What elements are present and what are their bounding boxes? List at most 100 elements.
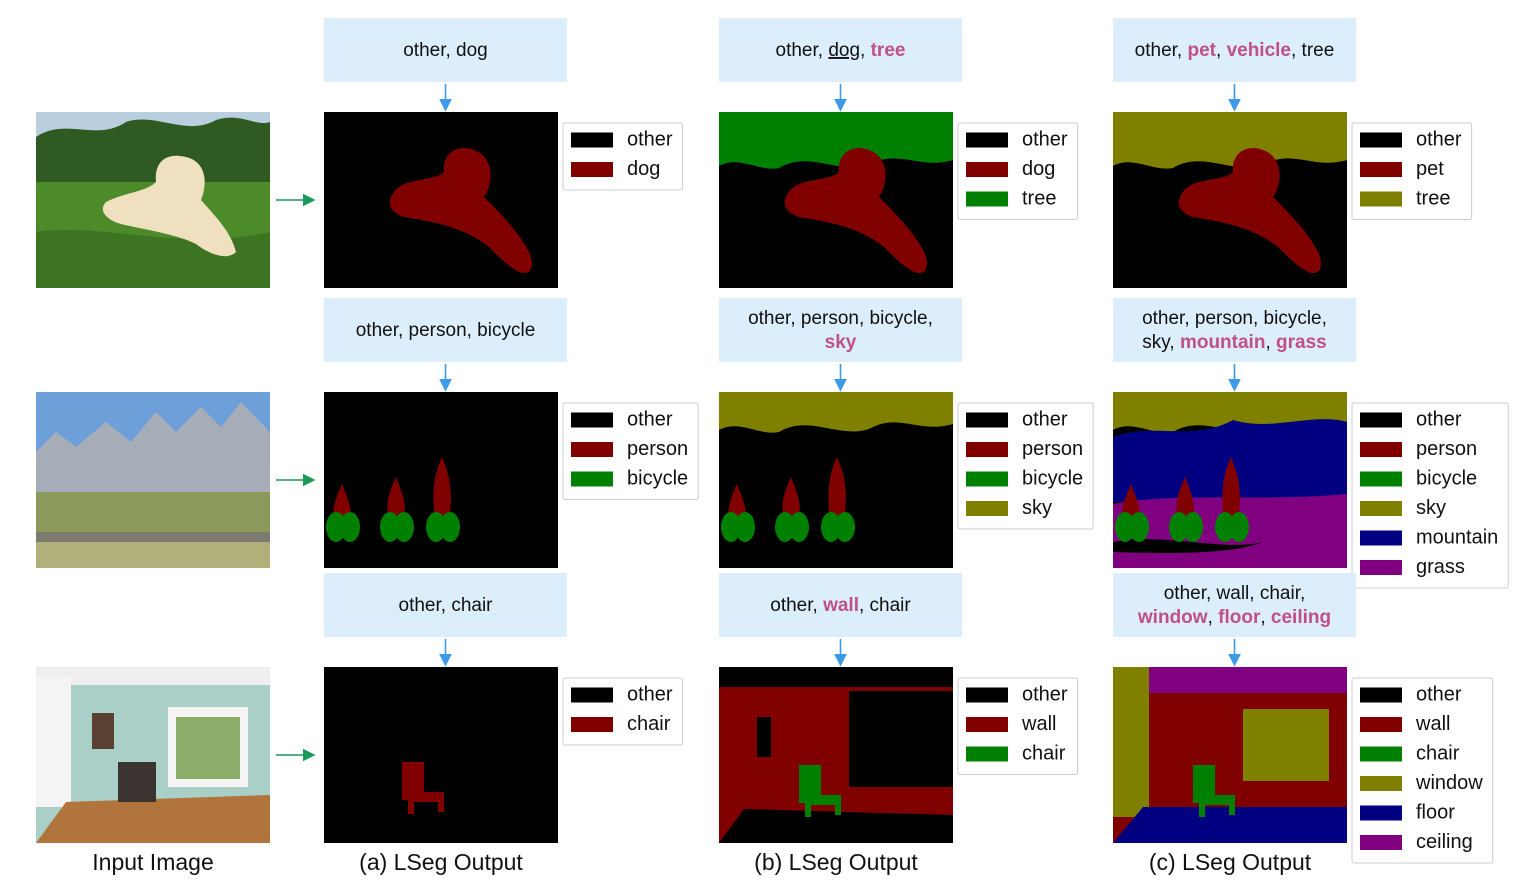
foreground <box>36 542 270 568</box>
legend-swatch <box>966 162 1008 177</box>
prompt-word: , <box>1265 332 1276 353</box>
chair-region <box>1193 765 1235 817</box>
legend-label: bicycle <box>627 467 688 489</box>
prompt-box <box>324 18 567 82</box>
segmentation-mask <box>1113 667 1347 843</box>
input-image <box>36 667 270 843</box>
person-region <box>1176 477 1194 520</box>
other-region <box>719 809 953 843</box>
prompt-word: dog <box>828 40 860 61</box>
prompt-box <box>324 298 567 362</box>
other-region <box>849 691 953 787</box>
other-region <box>719 667 953 687</box>
person-region <box>1122 484 1140 520</box>
legend-label: grass <box>1416 556 1465 578</box>
segmentation-mask <box>719 392 953 568</box>
prompt-box <box>719 18 962 82</box>
trees <box>36 117 270 192</box>
bicycle-region <box>735 512 755 542</box>
prompt-word: other, person, bicycle, <box>748 308 933 329</box>
painting <box>92 713 114 749</box>
prompt-word: grass <box>1276 332 1327 353</box>
prompt-text: other, dog, tree <box>776 40 906 61</box>
bicycle-region <box>394 512 414 542</box>
person-region <box>828 457 846 520</box>
prompt-word: sky, <box>1142 332 1180 353</box>
ceiling-region <box>1113 667 1347 693</box>
legend-swatch <box>571 132 613 148</box>
chair-region <box>799 765 841 817</box>
prompt-text: other, person, bicycle <box>356 320 536 341</box>
legend-swatch <box>1360 162 1402 177</box>
legend-box <box>957 402 1094 530</box>
segmentation-mask <box>719 667 953 843</box>
prompt-word: other, <box>1135 40 1188 61</box>
prompt-word: , <box>1208 607 1219 628</box>
column-caption: (b) LSeg Output <box>754 849 918 875</box>
legend-swatch <box>571 412 613 428</box>
chair-region <box>402 762 444 814</box>
legend-label: mountain <box>1416 526 1498 548</box>
prompt-word: other, wall, chair, <box>1164 583 1306 604</box>
segmentation-mask <box>324 392 558 568</box>
legend-label: wall <box>1021 713 1056 735</box>
bicycle-region <box>426 512 446 542</box>
legend-label: bicycle <box>1022 467 1083 489</box>
legend-label: wall <box>1415 713 1450 735</box>
person-region <box>433 457 451 520</box>
bicycle-region <box>1129 512 1149 542</box>
bicycle-region <box>721 512 741 542</box>
person-region <box>1222 457 1240 520</box>
mask-background <box>324 667 558 843</box>
sky-region <box>1113 392 1347 433</box>
chair <box>118 762 156 802</box>
column-caption: Input Image <box>92 849 213 875</box>
floor-region <box>1113 807 1347 843</box>
prompt-word: , <box>1216 40 1227 61</box>
legend-label: dog <box>1022 158 1055 180</box>
prompt-word: ceiling <box>1271 607 1331 628</box>
other-region <box>1113 539 1263 553</box>
legend-swatch <box>1360 560 1402 575</box>
prompt-word: pet <box>1188 40 1217 61</box>
legend-label: other <box>627 408 673 430</box>
legend-swatch <box>1360 746 1402 762</box>
legend-swatch <box>1360 530 1402 546</box>
prompt-box <box>719 298 962 362</box>
legend-swatch <box>1360 805 1402 821</box>
bicycle-region <box>326 512 346 542</box>
segmentation-mask <box>324 667 558 843</box>
prompt-text: other, person, bicycle, <box>1142 308 1327 329</box>
prompt-word: tree <box>871 40 906 61</box>
prompt-word: sky <box>825 332 857 353</box>
prompt-box <box>719 573 962 637</box>
prompt-word: , chair <box>859 595 911 616</box>
legend-label: other <box>1416 683 1462 705</box>
prompt-word: , tree <box>1291 40 1334 61</box>
bicycle-region <box>340 512 360 542</box>
legend-label: dog <box>627 158 660 180</box>
legend-swatch <box>1360 501 1402 516</box>
segmentation-mask <box>324 112 558 288</box>
legend-swatch <box>1360 835 1402 850</box>
person-region <box>728 484 746 520</box>
person-region <box>387 477 405 520</box>
input-image <box>36 112 270 288</box>
prompt-text: other, pet, vehicle, tree <box>1135 40 1335 61</box>
segmentation-mask <box>1113 392 1347 568</box>
legend-label: ceiling <box>1416 831 1473 853</box>
legend-label: other <box>1022 683 1068 705</box>
legend-swatch <box>966 191 1008 207</box>
prompt-text: other, person, bicycle, <box>748 308 933 329</box>
person-region <box>333 484 351 520</box>
legend-label: other <box>627 128 673 150</box>
legend-label: person <box>1022 438 1083 460</box>
legend-label: other <box>1416 128 1462 150</box>
window-region <box>1113 667 1149 817</box>
legend-swatch <box>1360 191 1402 207</box>
left-window <box>36 677 71 807</box>
prompt-box <box>1113 298 1356 362</box>
legend-label: window <box>1415 772 1483 794</box>
column-caption: (c) LSeg Output <box>1149 849 1312 875</box>
